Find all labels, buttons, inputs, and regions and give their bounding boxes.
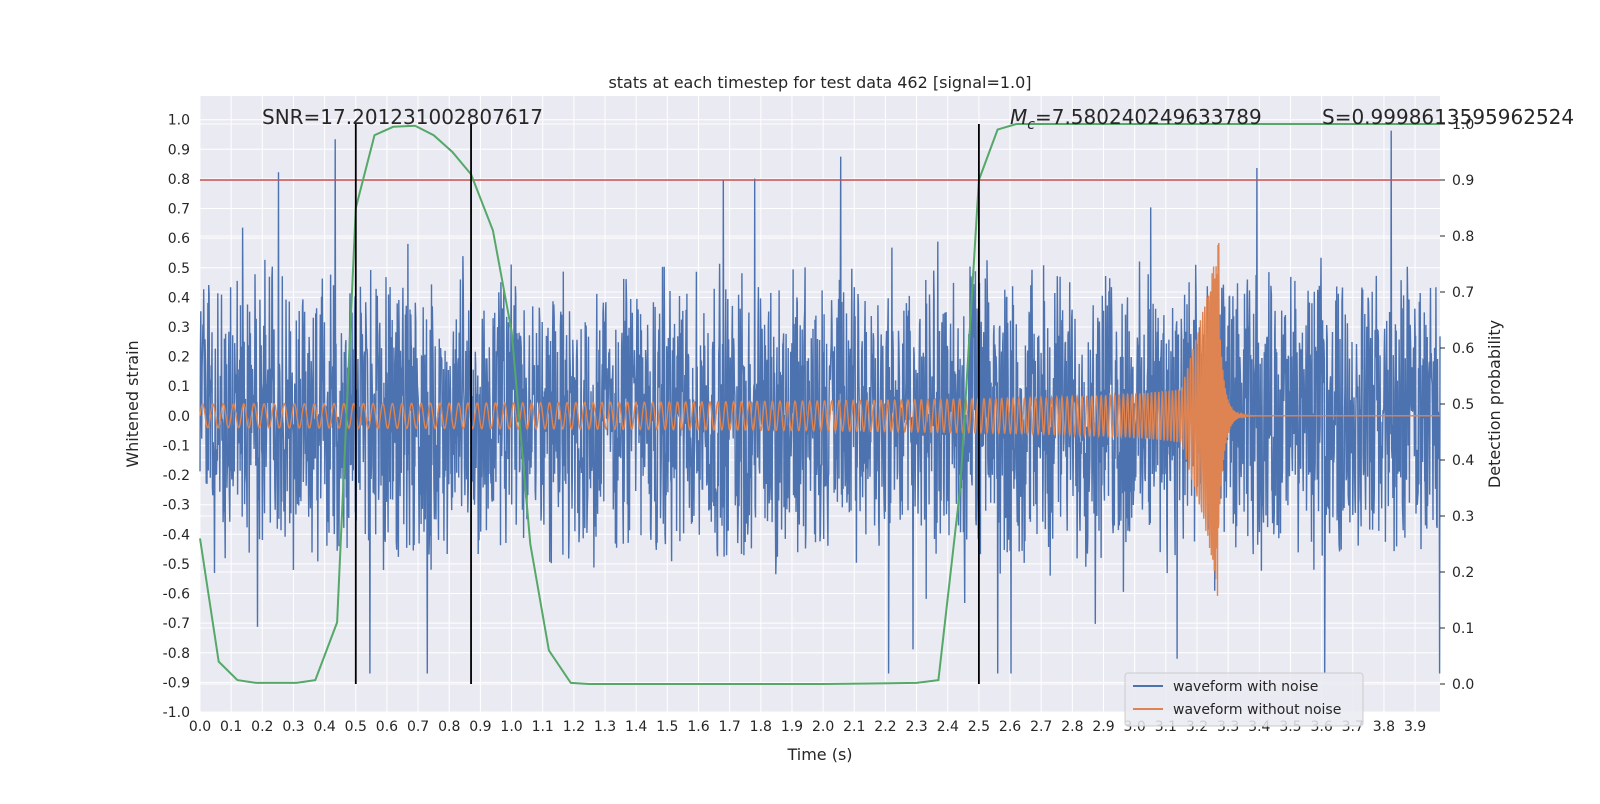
y-tick-label: 0.2 <box>168 350 190 366</box>
y-tick-label: 0.5 <box>168 261 190 277</box>
right-tick-label: 0.3 <box>1452 509 1474 525</box>
series-detection-probability <box>199 123 1440 685</box>
chart-title: stats at each timestep for test data 462… <box>608 73 1031 92</box>
x-tick-label: 0.9 <box>469 719 491 735</box>
right-tick-label: 0.9 <box>1452 173 1474 189</box>
y-tick-label: 0.7 <box>168 202 190 218</box>
x-tick-label: 3.9 <box>1404 719 1426 735</box>
x-tick-label: 0.2 <box>251 719 273 735</box>
right-tick-label: 0.2 <box>1452 565 1474 581</box>
x-tick-label: 1.5 <box>656 719 678 735</box>
right-tick-label: 0.7 <box>1452 285 1474 301</box>
x-tick-label: 3.8 <box>1373 719 1395 735</box>
x-tick-label: 1.9 <box>781 719 803 735</box>
y-tick-labels: 1.0 0.9 0.8 0.7 0.6 0.5 0.4 0.3 0.2 0.1 0.0 -0.1 -0.… <box>163 113 190 721</box>
series-waveform-without-noise <box>199 242 1440 596</box>
right-tick-label: 0.8 <box>1452 229 1474 245</box>
x-tick-label: 0.7 <box>407 719 429 735</box>
x-tick-label: 1.8 <box>750 719 772 735</box>
right-tick-label: 0.4 <box>1452 453 1474 469</box>
y-tick-label: 0.9 <box>168 142 190 158</box>
x-axis-label: Time (s) <box>786 745 852 764</box>
legend-label-clean: waveform without noise <box>1173 702 1341 718</box>
statistic-annotation: S=0.9998613595962524 <box>1322 105 1574 129</box>
clean-waveform-line <box>199 242 1440 596</box>
x-tick-label: 2.4 <box>937 719 959 735</box>
y-tick-label: -0.2 <box>163 468 190 484</box>
x-tick-label: 2.6 <box>999 719 1021 735</box>
right-y-tick-labels: 1.0 0.9 0.8 0.7 0.6 0.5 0.4 0.3 0.2 0.1 0.0 <box>1440 117 1474 693</box>
y-tick-label: -0.7 <box>163 616 190 632</box>
y-tick-label: 0.8 <box>168 172 190 188</box>
x-tick-label: 1.1 <box>532 719 554 735</box>
x-tick-label: 0.6 <box>376 719 398 735</box>
x-tick-label: 2.2 <box>874 719 896 735</box>
x-tick-label: 2.1 <box>843 719 865 735</box>
y-tick-label: -0.6 <box>163 587 190 603</box>
x-tick-label: 2.5 <box>968 719 990 735</box>
x-tick-label: 0.8 <box>438 719 460 735</box>
x-tick-label: 0.4 <box>313 719 335 735</box>
right-tick-label: 0.6 <box>1452 341 1474 357</box>
x-tick-label: 2.3 <box>905 719 927 735</box>
legend: waveform with noise waveform without noi… <box>1124 672 1364 727</box>
x-tick-label: 2.8 <box>1061 719 1083 735</box>
x-tick-label: 0.1 <box>220 719 242 735</box>
chirp-mass-value: =7.580240249633789 <box>1035 105 1262 129</box>
x-tick-label: 0.0 <box>189 719 211 735</box>
x-tick-label: 1.7 <box>719 719 741 735</box>
y-tick-label: -0.1 <box>163 438 190 454</box>
y-tick-label: -1.0 <box>163 705 190 721</box>
x-tick-label: 0.5 <box>345 719 367 735</box>
y-axis-label: Whitened strain <box>123 340 142 467</box>
x-tick-label: 1.2 <box>563 719 585 735</box>
x-tick-label: 2.7 <box>1030 719 1052 735</box>
right-y-axis-label: Detection probability <box>1485 320 1504 488</box>
chirp-mass-subscript: c <box>1027 117 1035 133</box>
x-tick-label: 1.6 <box>687 719 709 735</box>
chirp-mass-annotation: Mc=7.580240249633789 <box>1010 105 1262 133</box>
right-tick-label: 0.5 <box>1452 397 1474 413</box>
detection-markers <box>354 124 980 684</box>
y-tick-label: 1.0 <box>168 113 190 129</box>
y-tick-label: 0.4 <box>168 290 190 306</box>
y-tick-label: -0.9 <box>163 675 190 691</box>
x-tick-label: 1.4 <box>625 719 647 735</box>
noise-waveform-line <box>199 130 1441 674</box>
x-tick-label: 2.9 <box>1092 719 1114 735</box>
y-tick-label: 0.1 <box>168 379 190 395</box>
y-tick-label: -0.3 <box>163 498 190 514</box>
y-tick-label: 0.3 <box>168 320 190 336</box>
y-tick-label: -0.4 <box>163 527 190 543</box>
right-tick-label: 0.0 <box>1452 677 1474 693</box>
y-tick-label: 0.0 <box>168 409 190 425</box>
x-tick-label: 0.3 <box>282 719 304 735</box>
y-tick-label: -0.8 <box>163 646 190 662</box>
y-tick-label: 0.6 <box>168 231 190 247</box>
x-tick-label: 2.0 <box>812 719 834 735</box>
x-tick-label: 1.3 <box>594 719 616 735</box>
x-tick-label: 1.0 <box>500 719 522 735</box>
chirp-mass-symbol: M <box>1010 105 1027 129</box>
y-tick-label: -0.5 <box>163 557 190 573</box>
snr-annotation: SNR=17.201231002807617 <box>262 105 543 129</box>
legend-label-noise: waveform with noise <box>1173 679 1318 695</box>
right-tick-label: 1.0 <box>1452 117 1474 133</box>
legend-box <box>1124 672 1364 727</box>
right-tick-label: 0.1 <box>1452 621 1474 637</box>
probability-line <box>199 123 1440 685</box>
series-waveform-with-noise <box>199 130 1441 674</box>
